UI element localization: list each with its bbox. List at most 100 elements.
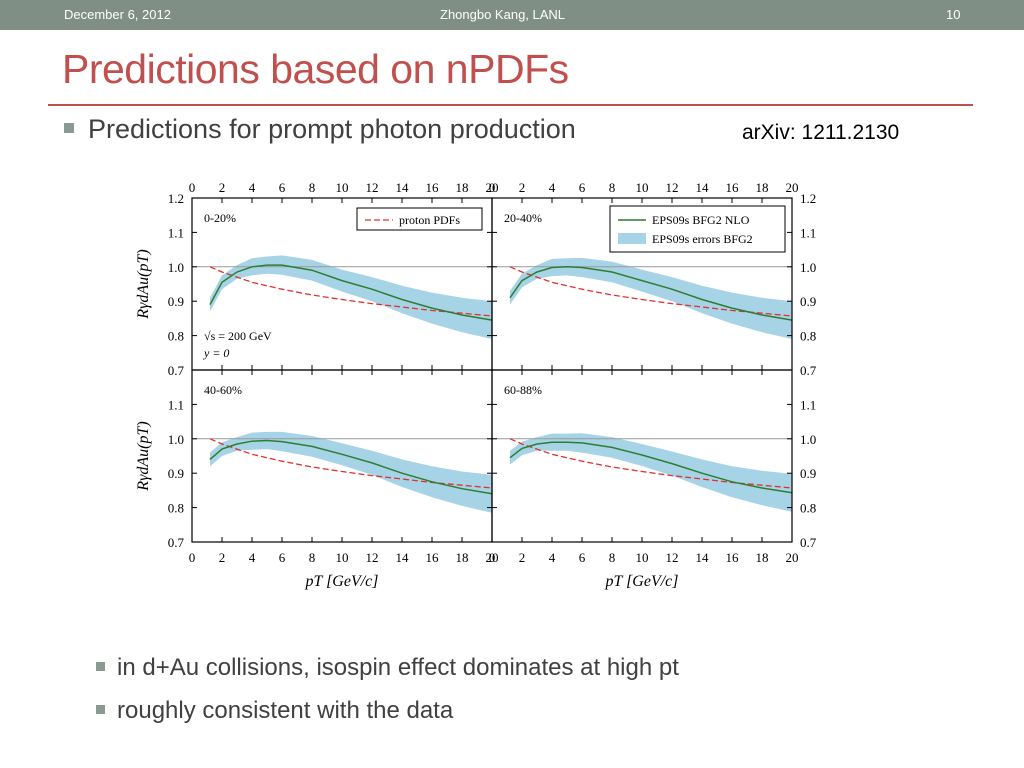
sub-bullet: in d+Au collisions, isospin effect domin…: [96, 654, 679, 682]
x-tick-label: 4: [249, 550, 256, 565]
proton-pdf-curve: [509, 266, 793, 317]
y-tick-label: 0.7: [800, 535, 817, 550]
y-tick-label: 0.9: [800, 466, 816, 481]
x-tick-label: 10: [636, 550, 649, 565]
x-tick-label: 16: [426, 550, 440, 565]
x-tick-label: 6: [279, 180, 286, 195]
x-tick-label: 14: [696, 180, 710, 195]
proton-pdf-curve: [209, 266, 493, 317]
x-axis-title: pT [GeV/c]: [304, 573, 378, 590]
x-tick-label: 0: [489, 550, 496, 565]
y-tick-label: 1.0: [800, 432, 816, 447]
centrality-label: 20-40%: [504, 211, 542, 225]
legend-box: [609, 205, 786, 253]
centrality-label: 0-20%: [204, 211, 236, 225]
y-tick-label: 0.8: [168, 501, 184, 516]
y-tick-label: 0.9: [168, 294, 184, 309]
bullet-square-icon: [64, 123, 74, 133]
nlo-curve: [509, 266, 793, 321]
centrality-label: 60-88%: [504, 383, 542, 397]
sub-bullet-text: roughly consistent with the data: [117, 697, 454, 724]
header-date: December 6, 2012: [64, 7, 171, 22]
y-axis-title: RγdAu(pT): [135, 249, 152, 319]
x-tick-label: 10: [336, 550, 349, 565]
title-divider: [48, 104, 973, 106]
x-tick-label: 14: [696, 550, 710, 565]
x-tick-label: 12: [666, 550, 679, 565]
x-tick-label: 2: [219, 180, 226, 195]
y-tick-label: 1.1: [800, 397, 816, 412]
x-tick-label: 14: [396, 550, 410, 565]
x-tick-label: 14: [396, 180, 410, 195]
x-tick-label: 18: [456, 180, 469, 195]
error-band: [510, 433, 792, 512]
y-tick-label: 0.9: [800, 294, 816, 309]
bullet-square-icon: [96, 662, 105, 671]
y-tick-label: 0.7: [800, 363, 817, 378]
y-tick-label: 1.0: [800, 260, 816, 275]
rapidity-annotation: y = 0: [203, 346, 229, 360]
header-bar: December 6, 2012 Zhongbo Kang, LANL 10: [0, 0, 1024, 30]
header-author: Zhongbo Kang, LANL: [440, 7, 566, 22]
error-band: [510, 257, 792, 339]
x-tick-label: 18: [756, 550, 769, 565]
y-tick-label: 0.8: [800, 329, 816, 344]
legend-nlo-label: EPS09s BFG2 NLO: [652, 213, 750, 227]
x-tick-label: 0: [189, 180, 196, 195]
y-tick-label: 0.7: [168, 535, 185, 550]
y-axis-title: RγdAu(pT): [135, 421, 152, 491]
x-tick-label: 12: [666, 180, 679, 195]
x-tick-label: 4: [549, 180, 556, 195]
page-number: 10: [946, 7, 961, 22]
x-tick-label: 8: [309, 180, 316, 195]
x-tick-label: 6: [279, 550, 286, 565]
y-tick-label: 0.8: [168, 329, 184, 344]
legend-band-label: EPS09s errors BFG2: [652, 232, 753, 246]
y-tick-label: 0.8: [800, 501, 816, 516]
slide-title: Predictions based on nPDFs: [62, 46, 569, 92]
legend-band-swatch: [618, 233, 646, 244]
nlo-curve: [509, 441, 793, 494]
sub-bullet-text: in d+Au collisions, isospin effect domin…: [117, 654, 679, 681]
rdau-figure: 0-20% 20-40% 40-60% 60-88% 0.7 0.7 0.8 0.8 0.9 0.…: [135, 180, 817, 590]
x-tick-label: 2: [219, 550, 226, 565]
x-axis-title: pT [GeV/c]: [604, 573, 678, 590]
x-tick-label: 4: [549, 550, 556, 565]
energy-annotation: √s = 200 GeV: [204, 329, 272, 343]
x-tick-label: 20: [786, 550, 799, 565]
x-tick-label: 6: [579, 550, 586, 565]
x-tick-label: 20: [486, 180, 499, 195]
centrality-label: 40-60%: [204, 383, 242, 397]
x-tick-label: 16: [726, 180, 740, 195]
x-tick-label: 18: [456, 550, 469, 565]
x-tick-label: 12: [366, 550, 379, 565]
x-tick-label: 0: [189, 550, 196, 565]
x-tick-label: 16: [426, 180, 440, 195]
nlo-curve: [209, 439, 493, 495]
x-tick-label: 0: [489, 180, 496, 195]
x-tick-label: 8: [609, 180, 616, 195]
x-tick-label: 20: [786, 180, 799, 195]
x-tick-label: 16: [726, 550, 740, 565]
legend-box: [356, 207, 483, 231]
y-tick-label: 1.0: [168, 260, 184, 275]
main-bullet-text: Predictions for prompt photon production: [88, 114, 576, 144]
arxiv-reference: arXiv: 1211.2130: [742, 121, 900, 144]
x-tick-label: 12: [366, 180, 379, 195]
bullet-square-icon: [96, 705, 105, 714]
y-tick-label: 1.1: [800, 225, 816, 240]
legend-proton-label: proton PDFs: [399, 213, 460, 227]
error-band: [210, 431, 492, 513]
x-tick-label: 10: [336, 180, 349, 195]
y-tick-label: 0.7: [168, 363, 185, 378]
x-tick-label: 18: [756, 180, 769, 195]
x-tick-label: 8: [309, 550, 316, 565]
y-tick-label: 1.1: [168, 397, 184, 412]
x-tick-label: 20: [486, 550, 499, 565]
y-tick-label: 1.2: [168, 191, 184, 206]
x-tick-label: 6: [579, 180, 586, 195]
x-tick-label: 2: [519, 180, 526, 195]
sub-bullet: roughly consistent with the data: [96, 697, 453, 725]
x-tick-label: 4: [249, 180, 256, 195]
x-tick-label: 2: [519, 550, 526, 565]
